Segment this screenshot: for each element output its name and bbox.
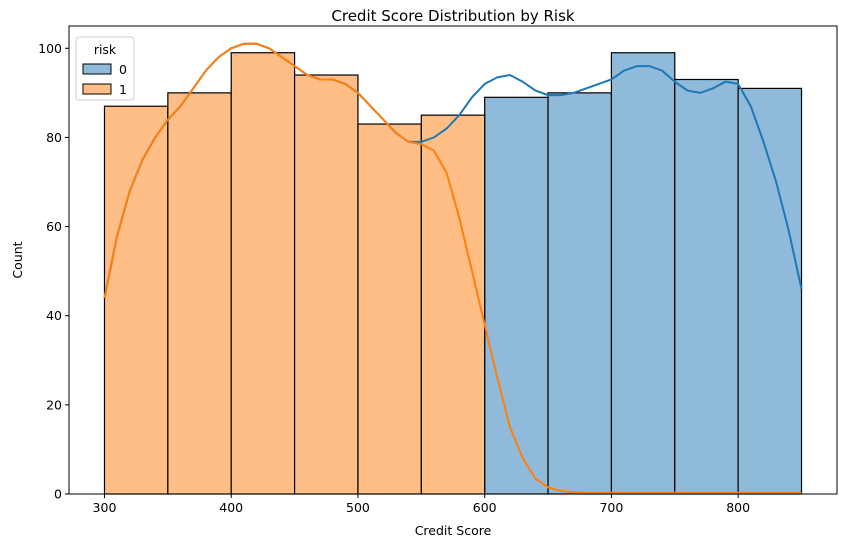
x-tick-label: 700 — [599, 500, 623, 515]
bar-risk-0-bin-750 — [674, 78, 739, 495]
y-tick-label: 20 — [46, 397, 62, 412]
legend-title: risk — [94, 42, 117, 57]
x-tick-label: 800 — [726, 500, 750, 515]
legend-label-0: 0 — [119, 62, 127, 77]
x-axis-ticks: 300 400 500 600 700 800 — [93, 494, 750, 515]
y-axis-ticks: 0 20 40 60 80 100 — [38, 41, 69, 502]
legend-label-1: 1 — [119, 82, 127, 97]
bar-risk-0-bin-700 — [610, 52, 676, 495]
bar-risk-0-bin-800 — [737, 87, 803, 495]
plot-frame — [68, 25, 838, 495]
bar-risk-1-bin-450 — [293, 74, 359, 495]
bar-risk-1-bin-300 — [103, 105, 169, 495]
legend-swatch-0 — [82, 63, 112, 75]
y-axis-label: Count — [10, 241, 25, 278]
y-tick-label: 0 — [54, 487, 62, 502]
y-tick-label: 80 — [46, 130, 62, 145]
x-tick-label: 600 — [473, 500, 497, 515]
bar-risk-0-bin-600 — [484, 96, 549, 495]
kde-line-risk-1 — [103, 42, 802, 494]
legend: risk 0 1 — [75, 36, 135, 101]
histogram-bars — [103, 52, 803, 495]
x-tick-label: 400 — [219, 500, 243, 515]
bar-risk-1-bin-350 — [167, 92, 232, 495]
x-axis-label: Credit Score — [415, 523, 492, 538]
bar-risk-1-bin-400 — [230, 52, 296, 495]
bar-risk-1-bin-550 — [420, 114, 486, 495]
kde-curves — [103, 42, 803, 494]
x-tick-label: 500 — [346, 500, 370, 515]
y-tick-label: 100 — [38, 41, 62, 56]
y-tick-label: 60 — [46, 219, 62, 234]
y-tick-label: 40 — [46, 308, 62, 323]
chart-title: Credit Score Distribution by Risk — [331, 7, 575, 25]
bar-risk-1-bin-500 — [357, 123, 422, 495]
bar-risk-0-bin-650 — [547, 92, 613, 495]
legend-swatch-1 — [82, 83, 112, 95]
x-tick-label: 300 — [93, 500, 117, 515]
